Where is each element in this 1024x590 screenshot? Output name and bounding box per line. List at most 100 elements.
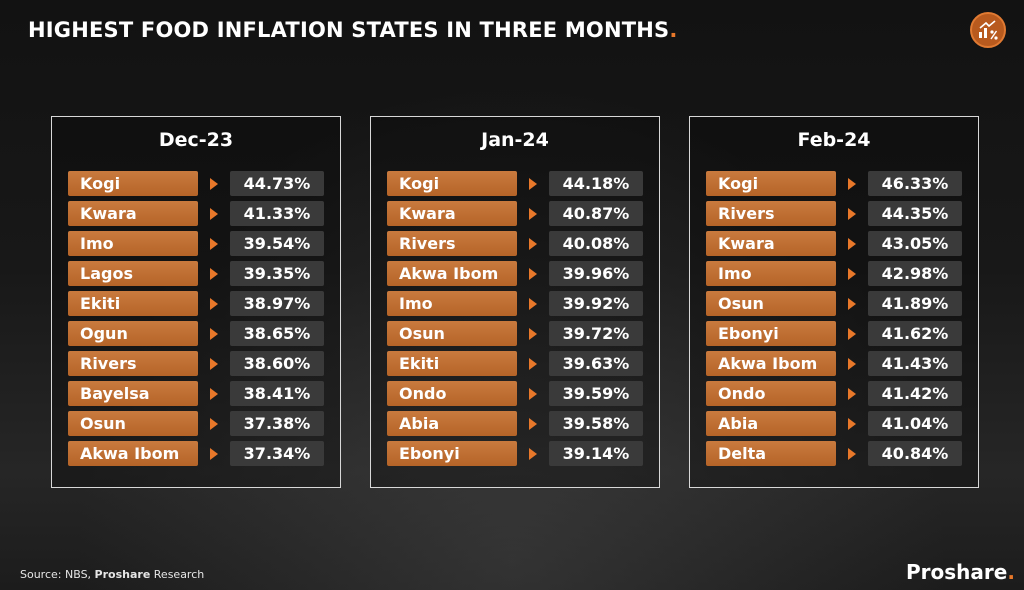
inflation-value: 41.42% (868, 381, 962, 406)
ranking-row: Lagos 39.35% (68, 261, 328, 286)
inflation-value: 39.14% (549, 441, 643, 466)
ranking-row: Ondo 41.42% (706, 381, 966, 406)
inflation-value: 40.87% (549, 201, 643, 226)
inflation-value: 44.35% (868, 201, 962, 226)
inflation-value: 39.35% (230, 261, 324, 286)
arrow-right-icon (529, 388, 537, 400)
chart-percent-icon (970, 12, 1006, 48)
ranking-row: Kwara 40.87% (387, 201, 647, 226)
ranking-row: Ogun 38.65% (68, 321, 328, 346)
inflation-value: 41.33% (230, 201, 324, 226)
inflation-value: 37.34% (230, 441, 324, 466)
ranking-row: Kwara 43.05% (706, 231, 966, 256)
ranking-row: Kogi 44.73% (68, 171, 328, 196)
arrow-right-icon (529, 418, 537, 430)
inflation-value: 39.96% (549, 261, 643, 286)
ranking-panel: Jan-24 Kogi 44.18% Kwara 40.87% Rivers 40.08% A… (370, 116, 660, 488)
ranking-row: Kwara 41.33% (68, 201, 328, 226)
panel-title: Feb-24 (797, 129, 871, 151)
arrow-right-icon (210, 208, 218, 220)
inflation-value: 41.62% (868, 321, 962, 346)
source-suffix: Research (150, 568, 205, 581)
ranking-row: Delta 40.84% (706, 441, 966, 466)
state-label: Abia (706, 411, 836, 436)
state-label: Abia (387, 411, 517, 436)
ranking-panel: Feb-24 Kogi 46.33% Rivers 44.35% Kwara 43.05% I… (689, 116, 979, 488)
inflation-value: 39.92% (549, 291, 643, 316)
chart-percent-glyph (979, 20, 998, 40)
inflation-value: 39.59% (549, 381, 643, 406)
ranking-row: Abia 39.58% (387, 411, 647, 436)
inflation-value: 39.54% (230, 231, 324, 256)
arrow-right-icon (210, 298, 218, 310)
inflation-value: 38.65% (230, 321, 324, 346)
state-label: Akwa Ibom (68, 441, 198, 466)
brand-dot: . (1007, 560, 1015, 584)
state-label: Lagos (68, 261, 198, 286)
state-label: Akwa Ibom (706, 351, 836, 376)
arrow-right-icon (210, 178, 218, 190)
inflation-value: 43.05% (868, 231, 962, 256)
arrow-right-icon (210, 268, 218, 280)
arrow-right-icon (529, 448, 537, 460)
ranking-panel: Dec-23 Kogi 44.73% Kwara 41.33% Imo 39.54% Lago… (51, 116, 341, 488)
inflation-value: 40.84% (868, 441, 962, 466)
panel-title: Jan-24 (481, 129, 549, 151)
arrow-right-icon (210, 238, 218, 250)
arrow-right-icon (529, 178, 537, 190)
ranking-row: Ekiti 39.63% (387, 351, 647, 376)
brand-logo: Proshare. (906, 560, 1015, 584)
state-label: Kogi (706, 171, 836, 196)
state-label: Ondo (706, 381, 836, 406)
state-label: Kwara (387, 201, 517, 226)
arrow-right-icon (848, 238, 856, 250)
arrow-right-icon (210, 328, 218, 340)
arrow-right-icon (529, 238, 537, 250)
ranking-row: Akwa Ibom 41.43% (706, 351, 966, 376)
ranking-row: Osun 41.89% (706, 291, 966, 316)
arrow-right-icon (848, 268, 856, 280)
inflation-value: 41.04% (868, 411, 962, 436)
inflation-value: 46.33% (868, 171, 962, 196)
ranking-row: Kogi 46.33% (706, 171, 966, 196)
state-label: Akwa Ibom (387, 261, 517, 286)
arrow-right-icon (210, 448, 218, 460)
arrow-right-icon (529, 358, 537, 370)
inflation-value: 39.63% (549, 351, 643, 376)
arrow-right-icon (848, 178, 856, 190)
state-label: Imo (68, 231, 198, 256)
source-bold: Proshare (94, 568, 151, 581)
ranking-row: Rivers 40.08% (387, 231, 647, 256)
arrow-right-icon (529, 268, 537, 280)
arrow-right-icon (529, 208, 537, 220)
arrow-right-icon (529, 298, 537, 310)
state-label: Ekiti (68, 291, 198, 316)
ranking-row: Akwa Ibom 39.96% (387, 261, 647, 286)
arrow-right-icon (848, 328, 856, 340)
inflation-value: 40.08% (549, 231, 643, 256)
state-label: Osun (68, 411, 198, 436)
ranking-row: Ebonyi 39.14% (387, 441, 647, 466)
state-label: Delta (706, 441, 836, 466)
source-note: Source: NBS, Proshare Research (20, 568, 204, 581)
state-label: Imo (387, 291, 517, 316)
ranking-row: Imo 39.54% (68, 231, 328, 256)
page-title-text: HIGHEST FOOD INFLATION STATES IN THREE M… (28, 18, 670, 42)
inflation-value: 37.38% (230, 411, 324, 436)
ranking-row: Imo 42.98% (706, 261, 966, 286)
state-label: Kwara (706, 231, 836, 256)
panel-title: Dec-23 (158, 129, 234, 151)
title-dot: . (669, 18, 678, 42)
arrow-right-icon (529, 328, 537, 340)
arrow-right-icon (848, 388, 856, 400)
arrow-right-icon (848, 358, 856, 370)
state-label: Rivers (387, 231, 517, 256)
ranking-row: Imo 39.92% (387, 291, 647, 316)
ranking-row: Bayelsa 38.41% (68, 381, 328, 406)
ranking-row: Kogi 44.18% (387, 171, 647, 196)
ranking-row: Osun 39.72% (387, 321, 647, 346)
state-label: Ondo (387, 381, 517, 406)
state-label: Ekiti (387, 351, 517, 376)
brand-name: Proshare (906, 560, 1008, 584)
ranking-row: Abia 41.04% (706, 411, 966, 436)
